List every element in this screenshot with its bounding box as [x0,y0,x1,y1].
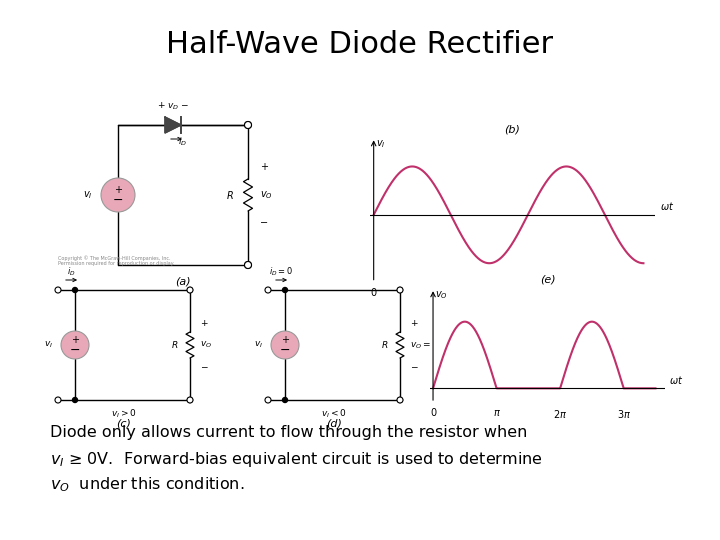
Polygon shape [165,117,181,133]
Circle shape [245,122,251,129]
Text: $v_O$  under this condition.: $v_O$ under this condition. [50,475,245,494]
Text: −: − [113,193,123,206]
Text: Copyright © The McGraw-Hill Companies, Inc.
Permission required for reproduction: Copyright © The McGraw-Hill Companies, I… [58,255,174,266]
Text: +: + [410,319,418,327]
Text: $v_I < 0$: $v_I < 0$ [321,408,347,421]
Text: $\omega t$: $\omega t$ [670,374,684,386]
Text: $R$: $R$ [171,340,178,350]
Circle shape [73,287,78,293]
Circle shape [245,261,251,268]
Text: $v_I$: $v_I$ [44,340,53,350]
Text: (d): (d) [326,419,342,429]
Text: $v_I$ ≥ 0V.  Forward-bias equivalent circuit is used to determine: $v_I$ ≥ 0V. Forward-bias equivalent circ… [50,450,543,469]
Circle shape [73,397,78,402]
Text: +: + [114,185,122,195]
Circle shape [245,122,251,129]
Text: −: − [280,343,290,356]
Circle shape [397,287,403,293]
Text: + $v_D$ −: + $v_D$ − [157,100,189,112]
Circle shape [397,397,403,403]
Text: $\omega t$: $\omega t$ [660,200,675,212]
Circle shape [265,397,271,403]
Text: $v_I$: $v_I$ [84,189,93,201]
Circle shape [101,178,135,212]
Text: $v_O$: $v_O$ [435,289,447,301]
Circle shape [271,331,299,359]
Text: (c): (c) [117,419,132,429]
Text: $v_O$: $v_O$ [200,340,212,350]
Text: Diode only allows current to flow through the resistor when: Diode only allows current to flow throug… [50,425,527,440]
Text: $R$: $R$ [226,189,234,201]
Circle shape [397,397,402,402]
Text: $i_D = 0$: $i_D = 0$ [269,266,293,278]
Text: $v_I$: $v_I$ [254,340,263,350]
Circle shape [187,397,192,402]
Text: +: + [260,162,268,172]
Text: $i_D$: $i_D$ [178,135,187,147]
Text: +: + [200,319,207,327]
Text: $v_I > 0$: $v_I > 0$ [111,408,137,421]
Text: +: + [281,335,289,345]
Text: $v_O$: $v_O$ [260,189,273,201]
Text: $i_D$: $i_D$ [67,266,76,278]
Circle shape [61,331,89,359]
Text: $R$: $R$ [381,340,388,350]
Text: Half-Wave Diode Rectifier: Half-Wave Diode Rectifier [166,30,554,59]
Circle shape [187,287,192,293]
Text: (a): (a) [175,277,191,287]
Text: −: − [70,343,80,356]
Circle shape [246,262,251,267]
Text: $v_I$: $v_I$ [376,138,385,150]
Text: +: + [71,335,79,345]
Circle shape [55,287,61,293]
Circle shape [397,287,402,293]
Circle shape [265,287,271,293]
Text: (e): (e) [540,275,555,285]
Circle shape [246,123,251,127]
Text: −: − [410,362,418,372]
Circle shape [282,397,287,402]
Text: (b): (b) [505,125,521,135]
Circle shape [282,287,287,293]
Text: $v_O = 0$: $v_O = 0$ [410,339,438,351]
Text: −: − [200,362,207,372]
Circle shape [187,287,193,293]
Circle shape [245,261,251,268]
Text: −: − [260,218,268,228]
Circle shape [187,397,193,403]
Circle shape [55,397,61,403]
